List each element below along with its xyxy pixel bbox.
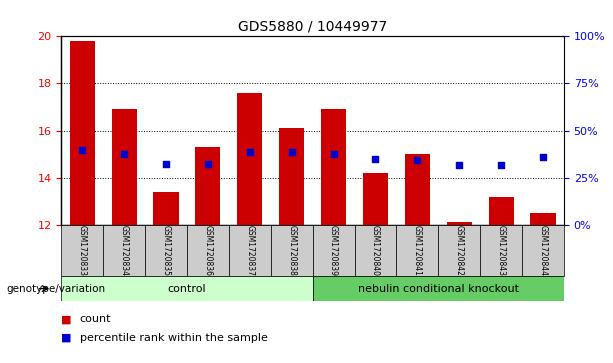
Text: GSM1720834: GSM1720834 [120, 225, 129, 276]
Point [413, 157, 422, 163]
Text: GSM1720844: GSM1720844 [538, 225, 547, 276]
Bar [153, 192, 178, 225]
Point [287, 149, 297, 155]
Bar [70, 41, 95, 225]
Bar [61, 276, 313, 301]
Point [497, 162, 506, 168]
Bar [480, 225, 522, 276]
Text: genotype/variation: genotype/variation [6, 284, 105, 294]
Text: GSM1720839: GSM1720839 [329, 225, 338, 276]
Text: ■: ■ [61, 314, 72, 325]
Point [77, 147, 87, 152]
Bar [363, 173, 388, 225]
Text: GSM1720843: GSM1720843 [497, 225, 506, 276]
Text: nebulin conditional knockout: nebulin conditional knockout [358, 284, 519, 294]
Bar [61, 225, 103, 276]
Bar [229, 225, 271, 276]
Text: GSM1720835: GSM1720835 [161, 225, 170, 276]
Text: count: count [80, 314, 111, 325]
Text: GSM1720840: GSM1720840 [371, 225, 380, 276]
Bar [103, 225, 145, 276]
Point [538, 154, 548, 160]
Text: GSM1720842: GSM1720842 [455, 225, 464, 276]
Bar [397, 225, 438, 276]
Bar [447, 221, 472, 225]
Bar [112, 110, 137, 225]
Text: ■: ■ [61, 333, 72, 343]
Bar [279, 128, 304, 225]
Text: percentile rank within the sample: percentile rank within the sample [80, 333, 267, 343]
Point [203, 161, 213, 167]
Text: GSM1720836: GSM1720836 [204, 225, 213, 276]
Bar [237, 93, 262, 225]
Bar [530, 213, 555, 225]
Point [370, 156, 380, 162]
Bar [313, 276, 564, 301]
Bar [354, 225, 397, 276]
Point [329, 151, 338, 157]
Bar [196, 147, 221, 225]
Bar [313, 225, 354, 276]
Point [161, 161, 171, 167]
Bar [522, 225, 564, 276]
Bar [271, 225, 313, 276]
Text: control: control [167, 284, 207, 294]
Point [119, 151, 129, 157]
Bar [145, 225, 187, 276]
Bar [489, 197, 514, 225]
Bar [438, 225, 480, 276]
Text: GSM1720838: GSM1720838 [287, 225, 296, 276]
Bar [321, 110, 346, 225]
Text: GSM1720833: GSM1720833 [78, 225, 87, 276]
Title: GDS5880 / 10449977: GDS5880 / 10449977 [238, 20, 387, 34]
Bar [405, 154, 430, 225]
Text: GSM1720837: GSM1720837 [245, 225, 254, 276]
Point [454, 162, 464, 168]
Point [245, 149, 255, 155]
Text: GSM1720841: GSM1720841 [413, 225, 422, 276]
Bar [187, 225, 229, 276]
